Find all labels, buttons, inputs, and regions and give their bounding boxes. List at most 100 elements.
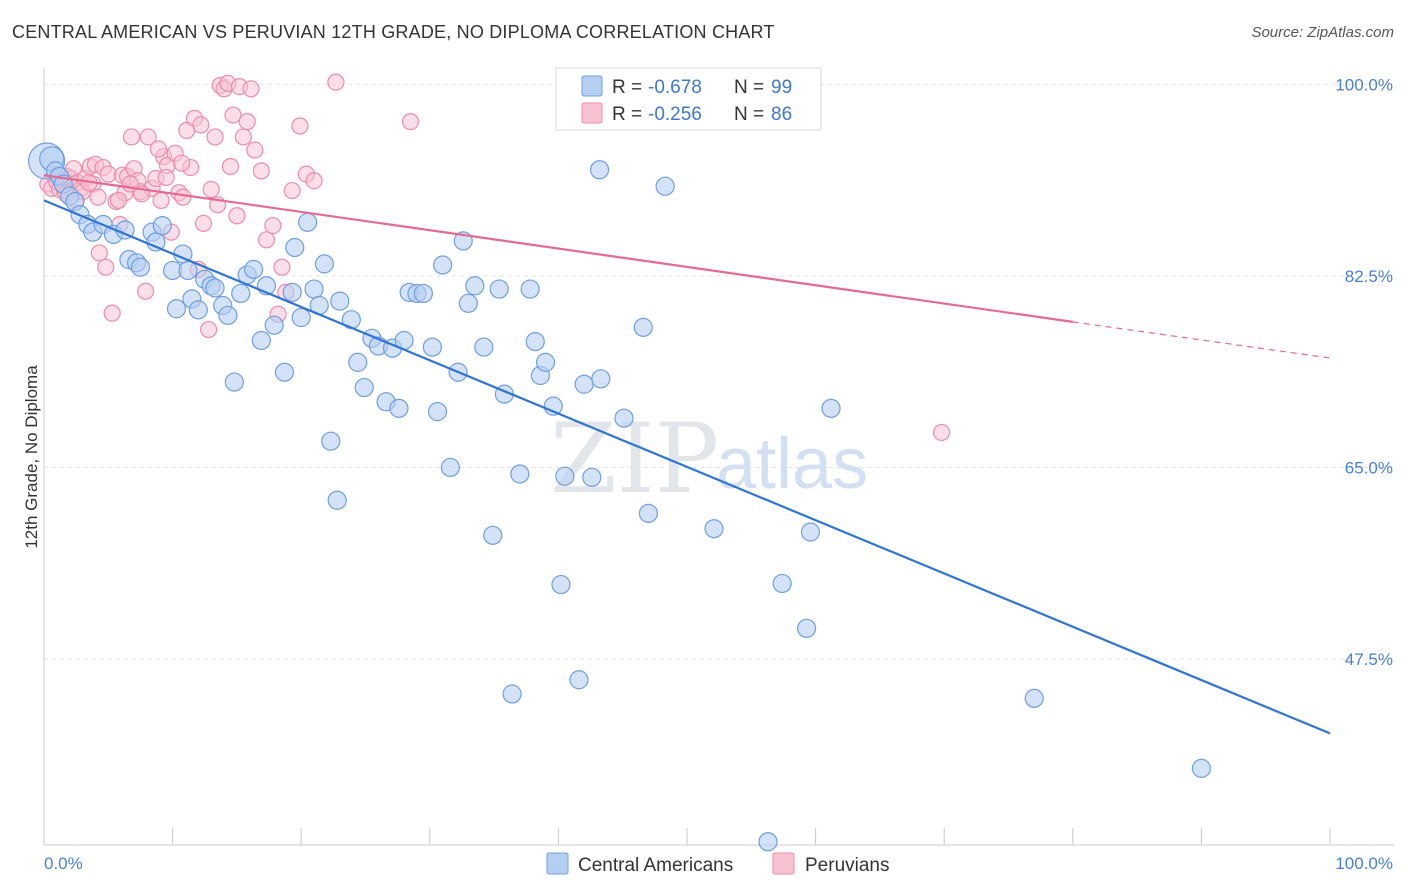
bottom-legend-blue-label: Central Americans <box>578 855 733 876</box>
peruvians-point <box>136 282 155 300</box>
bottom-legend-blue-swatch <box>546 852 569 875</box>
central-americans-point <box>1024 688 1044 708</box>
central-americans-point <box>218 305 238 325</box>
peruvians-point <box>264 216 282 235</box>
peruvians-point <box>109 191 128 210</box>
central-americans-trend-line <box>43 199 1331 735</box>
x-tick-label: 100.0% <box>1335 854 1393 873</box>
central-americans-point <box>821 398 841 418</box>
central-americans-point <box>152 215 172 236</box>
central-americans-point <box>502 684 522 704</box>
axes <box>43 68 1394 846</box>
peruvians-trend-line <box>43 174 1073 323</box>
peruvians-point <box>174 188 192 206</box>
peruvians-point <box>90 244 108 262</box>
central-americans-point <box>555 466 575 486</box>
peruvians-point <box>933 423 951 442</box>
peruvians-point <box>99 165 117 183</box>
central-americans-point <box>304 279 324 299</box>
central-americans-point <box>330 291 350 311</box>
y-tick-label: 100.0% <box>1335 75 1393 94</box>
central-americans-point <box>130 257 151 277</box>
peruvians-point <box>194 214 213 232</box>
peruvians-point <box>202 180 220 199</box>
peruvians-point <box>238 113 256 131</box>
central-americans-point <box>298 212 318 232</box>
central-americans-point <box>389 398 409 418</box>
central-americans-point <box>633 317 653 337</box>
peruvians-point <box>97 258 115 276</box>
central-americans-point <box>282 282 302 302</box>
trend-lines <box>43 174 1331 735</box>
central-americans-point <box>758 832 778 852</box>
legend-pink-n-value: 86 <box>771 104 792 125</box>
central-americans-point <box>483 525 503 545</box>
bottom-legend-pink-swatch <box>772 852 795 875</box>
central-americans-point <box>274 362 295 382</box>
peruvians-point <box>305 172 323 190</box>
watermark: ZIP atlas <box>550 403 868 515</box>
bottom-legend: Central Americans Peruvians <box>546 852 890 876</box>
legend-pink-r-label: R = <box>612 104 642 125</box>
peruvians-point <box>157 168 175 187</box>
central-americans-point <box>489 279 509 299</box>
central-americans-point <box>422 337 442 357</box>
peruvians-point <box>257 231 276 249</box>
peruvians-point <box>149 140 168 158</box>
central-americans-point <box>413 283 433 304</box>
peruvians-point <box>103 304 121 322</box>
central-americans-point <box>655 176 675 196</box>
legend-blue-n-value: 99 <box>771 77 792 98</box>
peruvians-trend-extension <box>1072 321 1331 359</box>
peruvians-point <box>224 106 242 124</box>
central-americans-point <box>244 259 264 279</box>
x-tick-labels: 0.0% 100.0% <box>44 854 1393 873</box>
central-americans-point <box>251 330 271 351</box>
peruvians-point <box>89 188 107 206</box>
central-americans-point <box>520 279 540 299</box>
central-americans-point <box>525 331 545 352</box>
central-americans-point <box>510 464 530 484</box>
legend-pink-r-value: -0.256 <box>648 104 702 125</box>
central-americans-point <box>800 522 821 542</box>
peruvians-point <box>234 128 252 146</box>
legend-blue-swatch <box>581 75 603 97</box>
y-axis-label: 12th Grade, No Diploma <box>22 365 41 549</box>
central-americans-point <box>291 307 311 328</box>
central-americans-point <box>772 573 792 594</box>
peruvians-point <box>200 320 218 339</box>
central-americans-point <box>474 337 494 357</box>
legend-pink-n-label: N = <box>734 104 764 125</box>
central-americans-point <box>582 467 602 487</box>
peruvians-point <box>327 73 345 91</box>
central-americans-point <box>224 372 244 392</box>
peruvians-point <box>206 128 224 146</box>
central-americans-point <box>458 293 478 313</box>
peruvians-point <box>192 116 210 134</box>
legend-box: R = -0.678 N = 99 R = -0.256 N = 86 <box>555 67 822 131</box>
legend-blue-n-label: N = <box>734 77 764 98</box>
central-americans-point <box>166 299 187 319</box>
central-americans-point <box>321 431 341 451</box>
legend-pink-swatch <box>581 102 603 124</box>
peruvians-point <box>246 141 264 159</box>
central-americans-point <box>285 237 305 258</box>
central-americans-point <box>205 278 225 298</box>
central-americans-point <box>1191 758 1212 778</box>
peruvians-point <box>401 113 420 131</box>
central-americans-point <box>188 300 208 320</box>
central-americans-point <box>638 503 659 524</box>
peruvians-point <box>152 191 170 210</box>
central-americans-point <box>433 255 453 275</box>
central-americans-point <box>178 260 198 281</box>
peruvians-point <box>122 128 141 146</box>
peruvians-point <box>139 128 157 146</box>
source-credit: Source: ZipAtlas.com <box>1251 24 1394 41</box>
central-americans-point <box>796 618 817 638</box>
chart-title: CENTRAL AMERICAN VS PERUVIAN 12TH GRADE,… <box>12 22 775 42</box>
central-americans-point <box>614 408 634 428</box>
central-americans-point <box>465 276 485 296</box>
central-americans-point <box>327 490 347 510</box>
central-americans-point <box>569 670 589 690</box>
